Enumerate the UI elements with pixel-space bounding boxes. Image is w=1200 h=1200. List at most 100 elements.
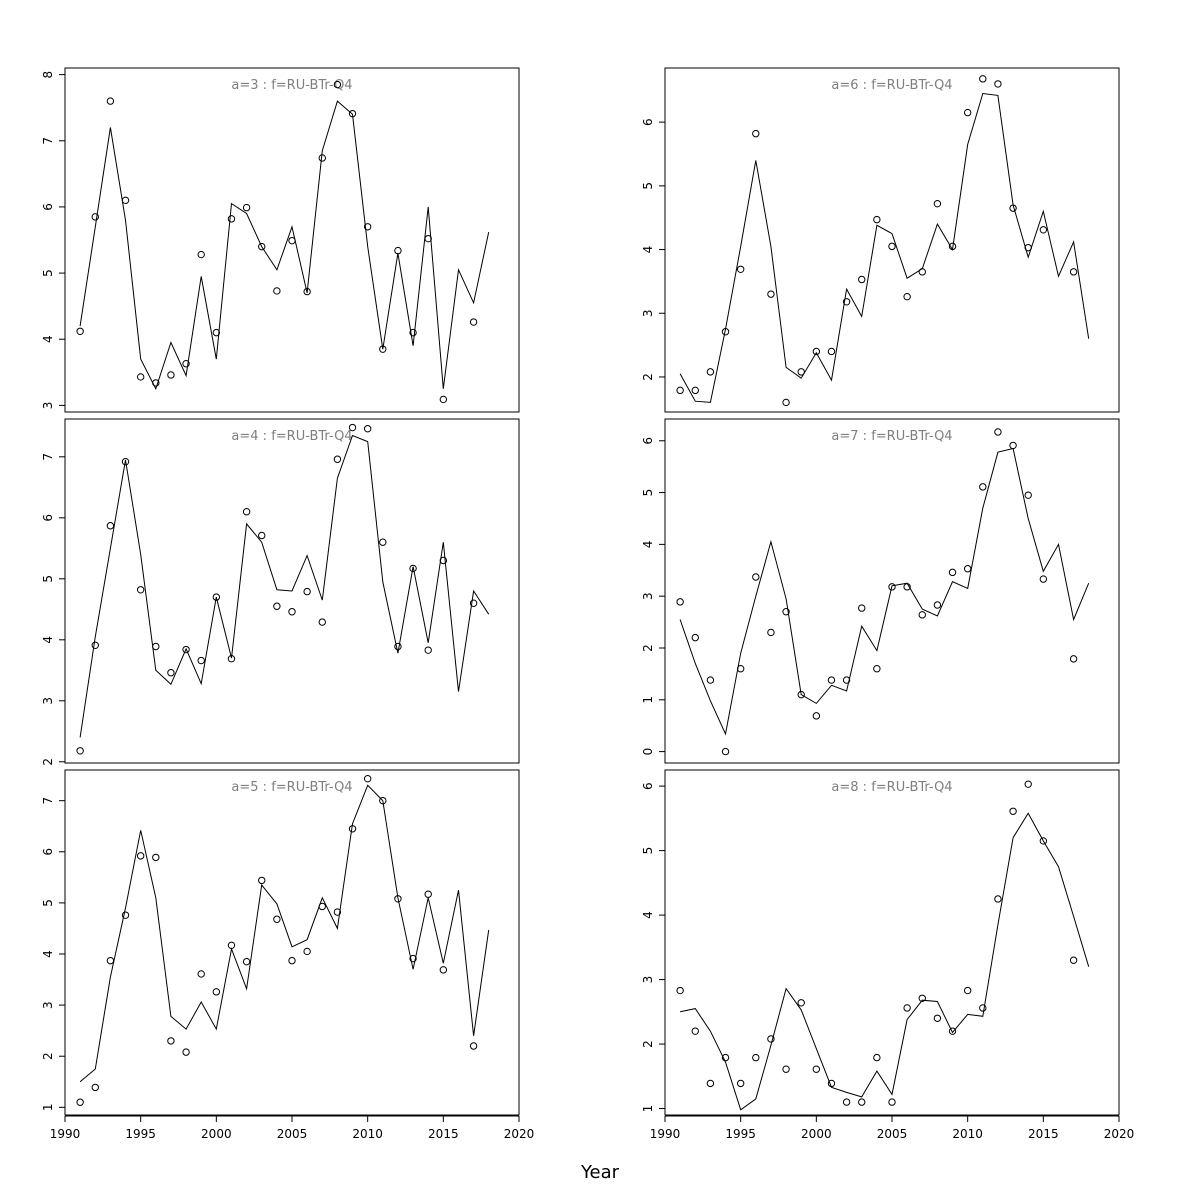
observed-point bbox=[394, 895, 402, 903]
observed-point bbox=[812, 712, 821, 720]
observed-point bbox=[858, 604, 866, 612]
observed-point bbox=[121, 911, 130, 919]
observed-point bbox=[439, 556, 448, 565]
observed-point bbox=[197, 250, 205, 259]
y-tick-label: 2 bbox=[41, 758, 55, 766]
panels: a=3 : f=RU-BTr-Q4 3 4 5 6 7 8 a=6 : f=RU-BTr-Q4… bbox=[41, 67, 1134, 1141]
observed-point bbox=[827, 676, 836, 684]
observed-point bbox=[1039, 226, 1048, 234]
observed-point bbox=[903, 292, 911, 301]
y-tick-label: 7 bbox=[41, 453, 55, 461]
observed-point bbox=[182, 360, 190, 368]
observed-point bbox=[469, 599, 478, 607]
y-tick-label: 4 bbox=[41, 636, 55, 644]
observed-point bbox=[333, 908, 342, 916]
x-tick-label: 1990 bbox=[50, 1127, 81, 1141]
observed-point bbox=[752, 1053, 760, 1062]
x-tick-label: 2000 bbox=[801, 1127, 832, 1141]
y-tick-label: 4 bbox=[641, 246, 655, 254]
observed-point bbox=[827, 347, 836, 356]
observed-point bbox=[394, 246, 402, 255]
panel-4: a=7 : f=RU-BTr-Q4 0 1 2 3 4 5 6 bbox=[641, 418, 1120, 764]
y-tick-label: 6 bbox=[641, 118, 655, 126]
panel-frame bbox=[664, 769, 1120, 1116]
x-axis-label: Year bbox=[580, 1162, 620, 1183]
y-tick-label: 5 bbox=[41, 899, 55, 907]
observed-point bbox=[409, 328, 417, 337]
observed-point bbox=[736, 265, 745, 274]
fitted-series-line bbox=[79, 784, 490, 1083]
observed-point bbox=[903, 583, 911, 591]
observed-point bbox=[963, 986, 972, 995]
observed-point bbox=[333, 80, 342, 89]
y-tick-label: 5 bbox=[641, 489, 655, 497]
observed-point bbox=[379, 538, 387, 546]
observed-point bbox=[136, 586, 145, 594]
observed-point bbox=[933, 199, 942, 208]
panel-frame bbox=[64, 418, 520, 764]
observed-point bbox=[963, 565, 972, 573]
observed-point bbox=[152, 853, 160, 862]
observed-point bbox=[273, 915, 281, 923]
y-tick-label: 2 bbox=[641, 644, 655, 652]
y-tick-label: 6 bbox=[641, 782, 655, 790]
observed-point bbox=[812, 1065, 821, 1073]
observed-point bbox=[439, 395, 448, 404]
observed-point bbox=[782, 1065, 790, 1073]
observed-point bbox=[691, 1027, 699, 1035]
observed-point bbox=[721, 328, 730, 336]
x-tick-label: 2005 bbox=[277, 1127, 308, 1141]
observed-point bbox=[873, 665, 881, 673]
observed-point bbox=[424, 646, 432, 654]
observed-point bbox=[691, 386, 699, 395]
fitted-series-line bbox=[79, 434, 490, 738]
observed-point bbox=[1009, 807, 1017, 815]
observed-point bbox=[736, 665, 745, 673]
y-tick-label: 5 bbox=[641, 182, 655, 190]
observed-point bbox=[797, 999, 805, 1007]
observed-point bbox=[424, 890, 432, 898]
observed-point bbox=[948, 568, 957, 577]
observed-point bbox=[91, 1083, 99, 1092]
observed-point bbox=[721, 1053, 730, 1062]
panel-2: a=6 : f=RU-BTr-Q4 2 3 4 5 6 bbox=[641, 67, 1120, 413]
observed-point bbox=[197, 970, 205, 978]
fitted-series-line bbox=[679, 92, 1090, 403]
observed-point bbox=[76, 327, 84, 335]
observed-point bbox=[212, 593, 221, 601]
observed-point bbox=[706, 368, 715, 376]
observed-point bbox=[676, 386, 684, 395]
y-tick-label: 1 bbox=[641, 1105, 655, 1113]
y-tick-label: 4 bbox=[41, 335, 55, 343]
observed-point bbox=[827, 1079, 836, 1088]
observed-point bbox=[948, 242, 957, 251]
y-tick-label: 4 bbox=[41, 950, 55, 958]
x-tick-label: 2005 bbox=[877, 1127, 908, 1141]
panel-1: a=3 : f=RU-BTr-Q4 3 4 5 6 7 8 bbox=[41, 67, 520, 413]
observed-point bbox=[706, 676, 715, 684]
observed-point bbox=[152, 379, 160, 387]
observed-point bbox=[994, 80, 1002, 88]
observed-point bbox=[409, 954, 417, 963]
observed-point bbox=[933, 601, 942, 609]
observed-point bbox=[979, 1004, 987, 1012]
observed-point bbox=[736, 1079, 745, 1088]
observed-point bbox=[782, 398, 790, 407]
observed-point bbox=[1069, 956, 1078, 964]
observed-point bbox=[903, 1004, 911, 1012]
observed-point bbox=[379, 796, 387, 805]
observed-point bbox=[767, 1035, 775, 1043]
observed-point bbox=[242, 203, 251, 212]
observed-point bbox=[918, 268, 926, 276]
observed-point bbox=[258, 242, 266, 251]
observed-point bbox=[106, 522, 115, 530]
x-tick-label: 2015 bbox=[1028, 1127, 1059, 1141]
observed-point bbox=[933, 1014, 942, 1022]
observed-point bbox=[91, 213, 99, 221]
observed-point bbox=[842, 676, 851, 684]
observed-point bbox=[363, 223, 372, 231]
observed-point bbox=[1039, 575, 1048, 583]
observed-point bbox=[136, 373, 145, 381]
y-tick-label: 4 bbox=[641, 911, 655, 919]
observed-point bbox=[721, 747, 730, 756]
